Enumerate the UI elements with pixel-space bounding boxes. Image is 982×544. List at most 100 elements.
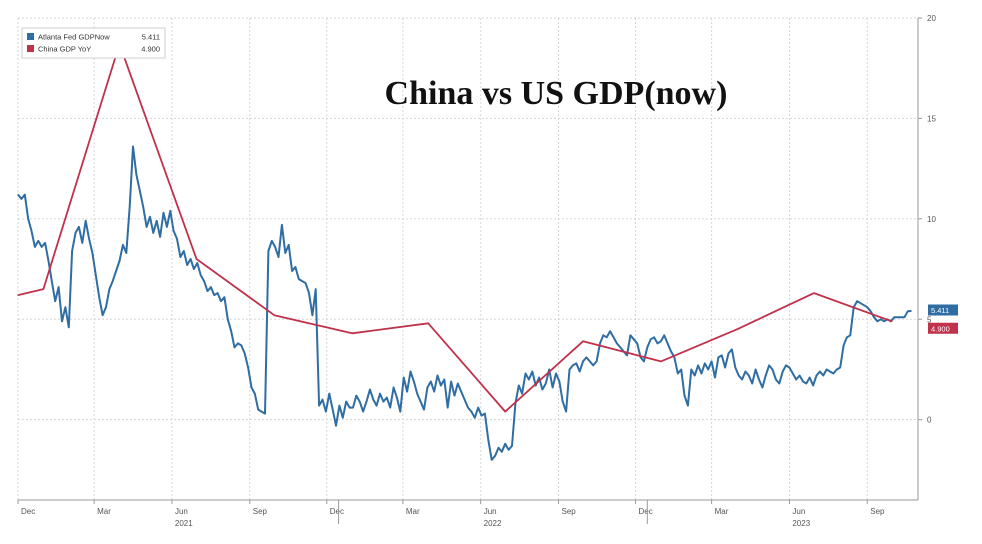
x-axis-ticks: Dec Mar Jun Sep Dec Mar Jun Sep Dec Mar Jun Sep 2021… xyxy=(17,500,885,528)
data-point xyxy=(629,334,632,336)
data-point xyxy=(866,306,868,308)
data-point xyxy=(626,354,628,356)
data-point xyxy=(193,268,195,270)
data-point xyxy=(487,439,489,441)
series-atlanta-fed-gdpnow xyxy=(17,145,912,461)
data-point xyxy=(264,413,266,415)
data-point xyxy=(545,382,547,385)
data-point xyxy=(531,370,533,373)
data-point xyxy=(636,342,638,344)
x-tick-label: Mar xyxy=(97,507,111,516)
data-point xyxy=(325,411,327,413)
data-point xyxy=(159,236,161,238)
data-point xyxy=(883,320,885,322)
data-point xyxy=(393,386,395,389)
data-point xyxy=(606,336,608,338)
legend: Atlanta Fed GDPNow 5.411 China GDP YoY 4.90… xyxy=(21,27,166,59)
legend-box xyxy=(21,27,166,59)
data-point xyxy=(524,372,527,375)
data-point xyxy=(859,302,862,304)
data-point xyxy=(399,411,401,413)
data-point xyxy=(592,364,594,366)
data-point xyxy=(247,366,249,369)
data-point xyxy=(805,382,807,385)
data-point xyxy=(169,210,171,212)
data-point xyxy=(156,220,158,222)
data-point xyxy=(700,372,703,375)
data-point xyxy=(694,374,696,377)
data-point xyxy=(464,399,466,401)
legend-swatch xyxy=(27,33,34,40)
data-point xyxy=(450,380,452,383)
data-point xyxy=(548,368,550,371)
legend-entry-name: China GDP YoY xyxy=(38,45,91,54)
data-point xyxy=(501,451,503,453)
data-point xyxy=(342,417,344,419)
data-point xyxy=(778,382,780,385)
data-point xyxy=(802,380,804,383)
data-point xyxy=(579,370,581,373)
data-point xyxy=(599,342,601,344)
data-point xyxy=(183,250,185,252)
data-point xyxy=(237,342,239,344)
data-point xyxy=(474,417,476,419)
data-point xyxy=(741,378,743,381)
data-point xyxy=(891,320,893,322)
x-tick-label: Mar xyxy=(715,507,729,516)
data-point xyxy=(863,304,865,306)
data-point xyxy=(856,300,858,302)
data-point xyxy=(771,368,774,371)
data-point xyxy=(788,366,791,369)
data-point xyxy=(68,326,70,328)
data-point xyxy=(30,230,33,232)
data-point xyxy=(41,246,43,248)
data-point xyxy=(351,332,353,334)
data-point xyxy=(386,397,388,399)
end-value-tag-text: 4.900 xyxy=(931,324,950,333)
x-tick-label: Jun xyxy=(484,507,497,516)
data-point xyxy=(420,401,422,403)
data-point xyxy=(521,393,523,395)
data-point xyxy=(680,368,682,371)
x-tick-label: Sep xyxy=(253,507,268,516)
data-point xyxy=(795,378,797,381)
data-point xyxy=(54,300,56,302)
data-point xyxy=(738,374,740,377)
data-point xyxy=(717,356,720,358)
data-point xyxy=(427,322,429,324)
data-point xyxy=(122,244,124,246)
data-point xyxy=(78,226,80,228)
data-point xyxy=(20,198,22,200)
data-point xyxy=(643,360,645,362)
data-point xyxy=(650,338,652,340)
data-point xyxy=(125,252,127,254)
data-point xyxy=(230,330,232,332)
data-point xyxy=(849,334,851,336)
data-point xyxy=(409,370,412,373)
data-point xyxy=(785,364,787,366)
legend-entry-value: 4.900 xyxy=(141,45,160,54)
data-point xyxy=(511,445,513,447)
data-point xyxy=(132,145,134,148)
data-point xyxy=(822,374,824,377)
data-point xyxy=(37,240,39,242)
data-point xyxy=(484,413,486,415)
data-point xyxy=(196,262,198,264)
data-point xyxy=(782,370,784,373)
data-point xyxy=(271,240,273,242)
data-point xyxy=(108,288,110,290)
data-point xyxy=(152,232,154,234)
data-point xyxy=(731,348,733,350)
data-point xyxy=(565,411,567,413)
data-point xyxy=(149,216,151,218)
data-point xyxy=(186,264,188,266)
data-point xyxy=(792,372,794,375)
data-point xyxy=(711,360,713,362)
end-value-tags: 5.411 4.900 xyxy=(928,304,958,334)
data-point xyxy=(616,342,618,344)
data-point xyxy=(707,368,709,371)
data-point xyxy=(206,290,209,292)
data-point xyxy=(744,370,747,373)
data-point xyxy=(443,378,445,381)
